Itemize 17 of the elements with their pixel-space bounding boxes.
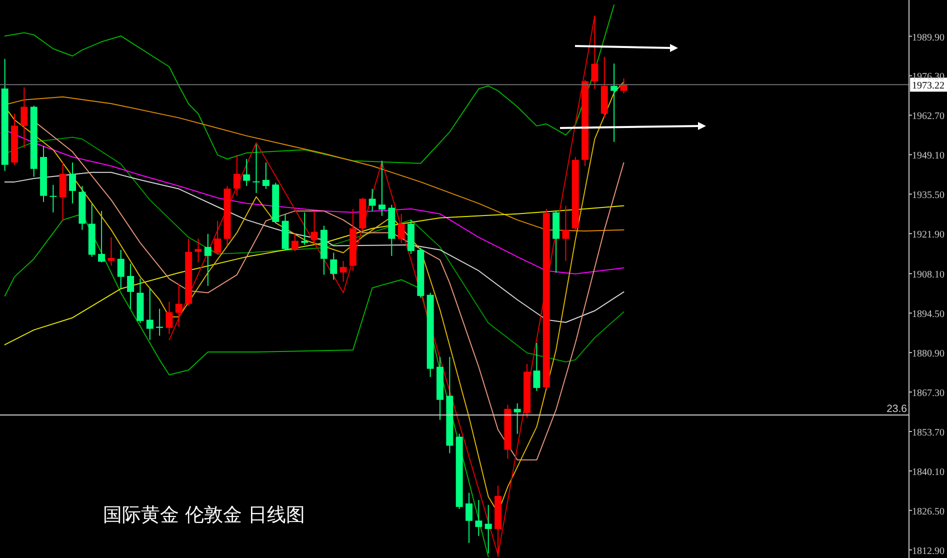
- y-tick-label: 1976.30: [912, 72, 944, 83]
- y-tick-label: 1867.30: [912, 388, 944, 400]
- y-tick-label: 1908.10: [912, 270, 944, 281]
- y-tick-label: 1949.10: [912, 150, 944, 162]
- annotation: 23.6: [886, 402, 908, 415]
- y-tick-label: 1894.50: [912, 309, 944, 320]
- ref-line-label: 1973.22: [912, 80, 944, 92]
- y-tick-label: 1921.90: [912, 230, 944, 241]
- y-tick-label: 1935.50: [912, 190, 944, 202]
- y-tick-label: 1962.70: [912, 111, 944, 122]
- y-tick-label: 1880.90: [912, 348, 944, 360]
- y-tick-label: 1853.70: [912, 427, 944, 438]
- y-tick-label: 1840.10: [912, 466, 944, 478]
- y-tick-label: 1812.90: [912, 546, 944, 557]
- title: 国际黄金 伦敦金 日线图: [103, 504, 306, 526]
- y-tick-label: 1826.50: [912, 506, 944, 518]
- y-tick-label: 1989.90: [912, 32, 944, 44]
